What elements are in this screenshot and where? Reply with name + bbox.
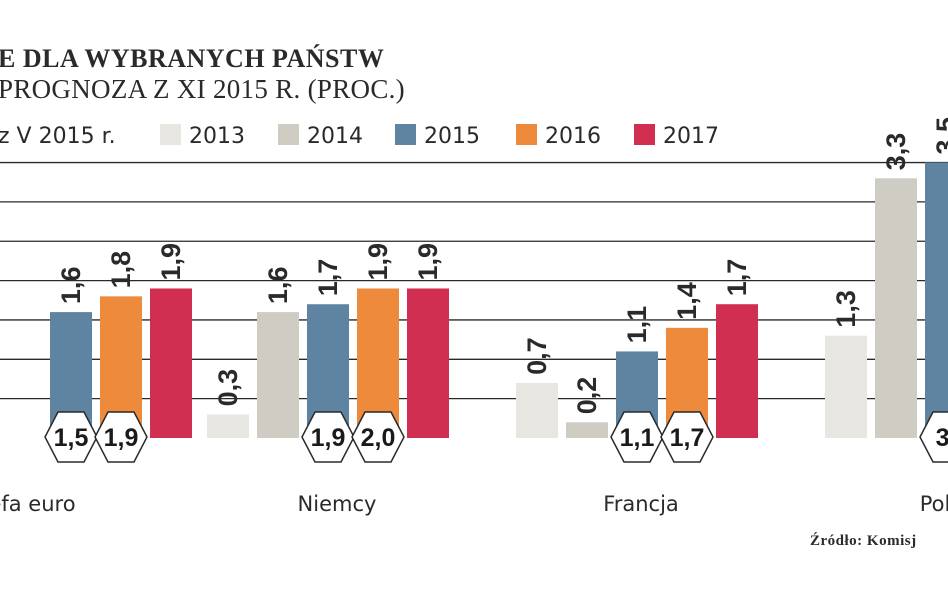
forecast-label: 2,0	[361, 424, 396, 452]
bar-label: 1,6	[56, 267, 86, 305]
bar-label: 0,3	[213, 369, 243, 407]
bar-label: 1,7	[722, 259, 752, 297]
bar-2015	[925, 162, 948, 439]
bar-2014	[566, 422, 608, 438]
forecast-hexagon	[660, 411, 714, 463]
chart-subtitle: PROGNOZA Z XI 2015 R. (PROC.)	[0, 74, 405, 104]
legend-swatch-2014	[278, 124, 299, 145]
bar-label: 1,7	[313, 259, 343, 297]
forecast-hexagon	[94, 411, 148, 463]
legend-swatch-2013	[160, 124, 181, 145]
gridlines	[0, 161, 948, 400]
legend-swatch-2016	[516, 124, 537, 145]
forecast-label: 1,5	[54, 424, 89, 452]
bar-2017	[150, 288, 192, 438]
bar-label: 1,4	[672, 282, 702, 320]
chart-title: E DLA WYBRANYCH PAŃSTW	[0, 44, 384, 73]
bar-label: 1,9	[156, 243, 186, 281]
bar-label: 1,9	[363, 243, 393, 281]
legend-label-2014: 2014	[307, 124, 363, 149]
legend-label-2017: 2017	[663, 124, 719, 149]
bar-label: 3,3	[881, 133, 911, 171]
legend-label-2015: 2015	[424, 124, 480, 149]
category-label: efa euro	[0, 492, 76, 516]
bar-label: 1,3	[831, 290, 861, 328]
bar-label: 0,7	[522, 337, 552, 375]
bar-label: 0,2	[572, 377, 602, 415]
forecast-label: 1,1	[620, 424, 655, 452]
legend-label-2016: 2016	[545, 124, 601, 149]
category-label: Francja	[603, 492, 679, 516]
forecast-hexagon	[351, 411, 405, 463]
bar-2014	[875, 178, 917, 439]
bar-2013	[207, 414, 249, 438]
bar-2013	[516, 382, 558, 438]
forecast-label: 1,9	[104, 424, 139, 452]
bar-2017	[407, 288, 449, 438]
legend: z V 2015 r. 2013 2014 2015 2016 2017	[0, 124, 719, 149]
bars	[50, 162, 948, 439]
legend-forecast-label: z V 2015 r.	[0, 124, 116, 149]
category-label: Niemcy	[298, 492, 377, 516]
bar-2017	[716, 304, 758, 438]
legend-swatch-2015	[395, 124, 416, 145]
bar-label: 1,1	[622, 306, 652, 344]
bar-label: 1,9	[413, 243, 443, 281]
legend-label-2013: 2013	[189, 124, 245, 149]
forecast-label: 1,9	[311, 424, 346, 452]
forecast-markers: 1,5 1,9 1,9 2,0 1,1 1,7 3,	[44, 411, 948, 463]
forecast-hexagon	[919, 411, 948, 463]
forecast-label: 3,	[936, 424, 948, 452]
data-labels: 1,6 1,8 1,9 0,3 1,6 1,7 1,9 1,9 0,7 0,2 1,1 1,4 1,7 1…	[56, 117, 948, 414]
bar-label: 3,5	[931, 117, 948, 155]
source-note: Źródło: Komisj	[810, 532, 917, 549]
bar-label: 1,6	[263, 267, 293, 305]
legend-swatch-2017	[634, 124, 655, 145]
category-label: Pol	[920, 492, 948, 516]
bar-label: 1,8	[106, 251, 136, 289]
forecast-label: 1,7	[670, 424, 705, 452]
bar-2014	[257, 312, 299, 438]
category-labels: efa euro Niemcy Francja Pol	[0, 492, 948, 516]
bar-2013	[825, 335, 867, 438]
